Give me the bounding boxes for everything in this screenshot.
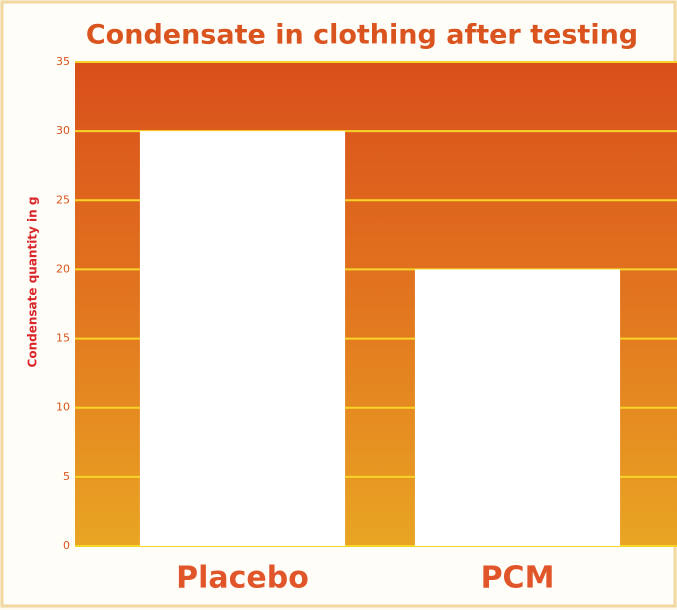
y-tick-label: 35 <box>56 55 70 68</box>
bar <box>414 269 621 546</box>
y-tick-label: 15 <box>56 332 70 345</box>
y-tick-label: 5 <box>63 470 70 483</box>
x-tick-label: PCM <box>481 561 555 596</box>
bar <box>139 131 346 546</box>
y-tick-label: 0 <box>63 539 70 552</box>
y-tick-label: 25 <box>56 193 70 206</box>
y-tick-label: 10 <box>56 401 70 414</box>
y-axis-label: Condensate quantity in g <box>26 197 40 368</box>
chart-title: Condensate in clothing after testing <box>86 20 638 51</box>
y-tick-label: 20 <box>56 262 70 275</box>
y-tick-label: 30 <box>56 124 70 137</box>
x-tick-label: Placebo <box>176 561 309 596</box>
